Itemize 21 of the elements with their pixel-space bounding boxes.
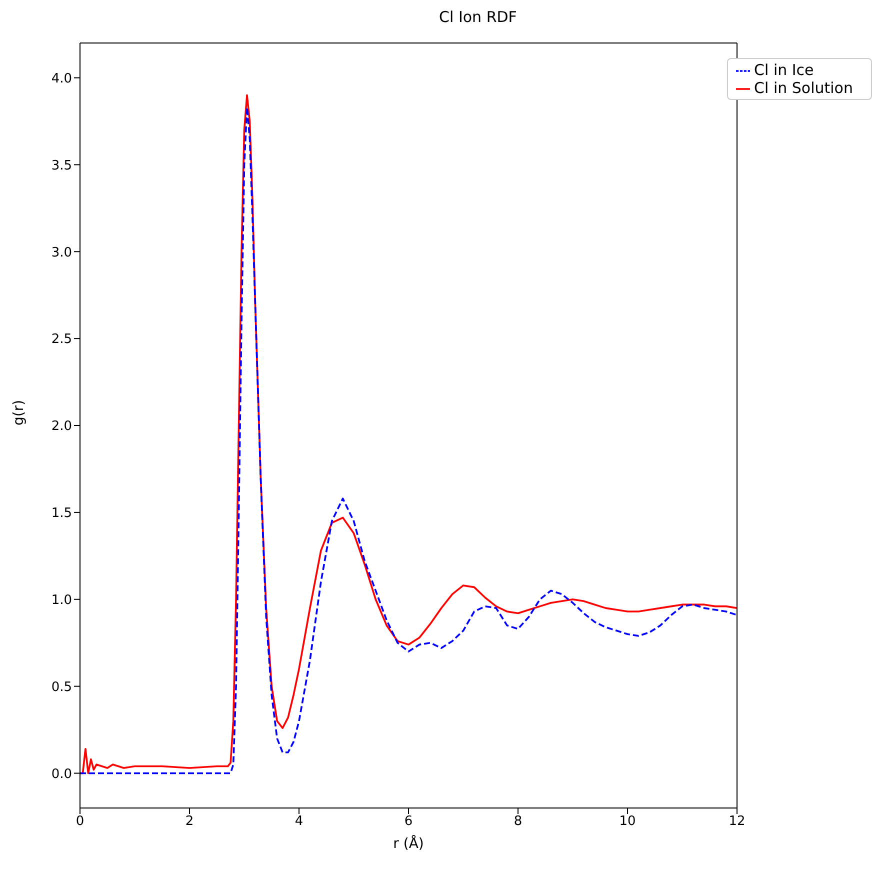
- y-tick-label: 2.0: [51, 419, 72, 434]
- x-tick-label: 6: [404, 814, 413, 830]
- x-tick-label: 4: [294, 814, 304, 830]
- x-tick-label: 8: [514, 814, 522, 830]
- y-tick-label: 0.5: [51, 680, 72, 695]
- y-axis-title: g(r): [10, 400, 27, 426]
- legend-label: Cl in Ice: [754, 61, 814, 79]
- y-tick-label: 1.0: [51, 592, 72, 608]
- legend-label: Cl in Solution: [754, 79, 853, 97]
- y-tick-label: 2.5: [51, 332, 72, 348]
- x-tick-label: 10: [619, 814, 636, 830]
- y-tick-label: 1.5: [51, 506, 72, 522]
- x-axis-title: r (Å): [393, 835, 424, 852]
- y-tick-label: 0.0: [51, 766, 72, 782]
- x-tick-label: 12: [728, 814, 746, 830]
- y-tick-label: 3.0: [51, 245, 72, 260]
- x-tick-label: 2: [185, 814, 194, 830]
- x-tick-label: 0: [76, 814, 84, 830]
- y-tick-label: 3.5: [51, 158, 72, 174]
- chart-title: Cl Ion RDF: [438, 8, 518, 28]
- y-tick-label: 4.0: [51, 71, 72, 86]
